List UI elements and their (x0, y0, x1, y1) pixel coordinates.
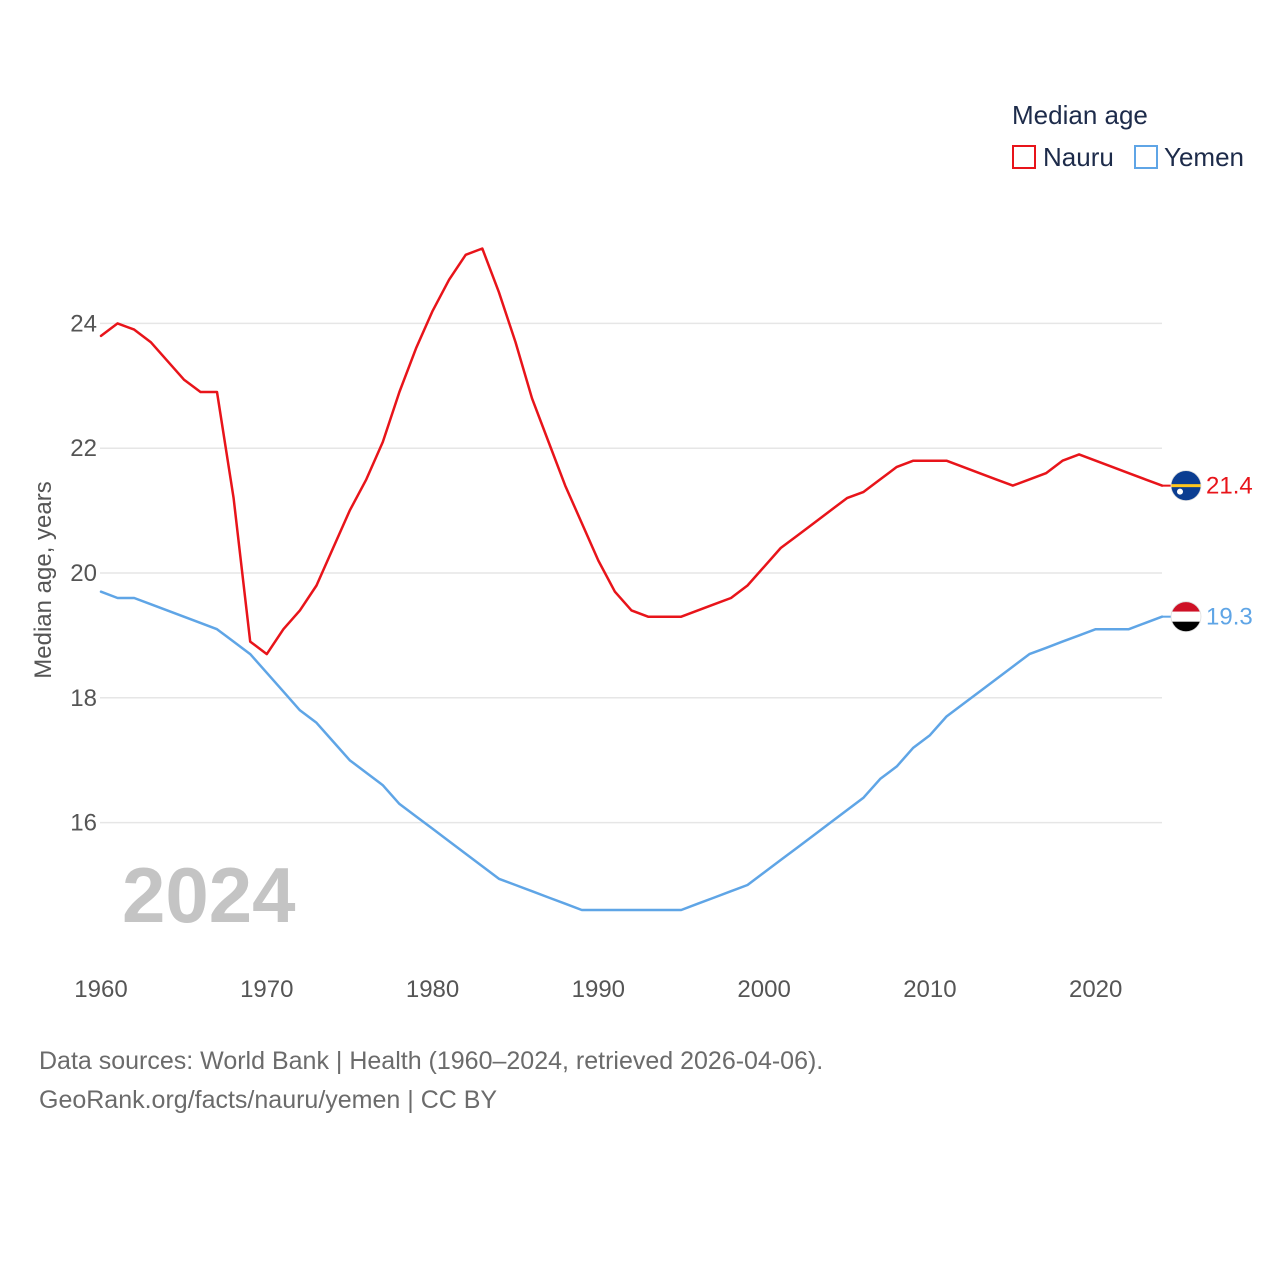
legend-swatch-yemen (1134, 145, 1158, 169)
flag-ring (1170, 601, 1202, 633)
end-value-label-yemen: 19.3 (1206, 604, 1253, 631)
legend-title: Median age (1012, 100, 1148, 130)
legend: Median age Nauru Yemen (1012, 100, 1244, 172)
x-tick-label: 1970 (240, 976, 293, 1003)
flag-band-black (1171, 621, 1201, 632)
source-note: Data sources: World Bank | Health (1960–… (39, 1047, 823, 1075)
flag-band-white (1171, 611, 1201, 622)
flag-star (1177, 488, 1183, 495)
end-value-label-nauru: 21.4 (1206, 473, 1253, 500)
flag-ring (1170, 470, 1202, 502)
y-tick-label: 22 (70, 435, 97, 462)
nauru-flag-icon (1170, 470, 1202, 502)
year-watermark: 2024 (122, 851, 296, 939)
x-tick-label: 1960 (74, 976, 127, 1003)
legend-label-nauru: Nauru (1043, 142, 1114, 172)
x-tick-label: 2020 (1069, 976, 1122, 1003)
x-tick-label: 2010 (903, 976, 956, 1003)
flag-stripe (1171, 484, 1201, 488)
y-tick-label: 20 (70, 560, 97, 587)
x-tick-label: 2000 (737, 976, 790, 1003)
y-tick-label: 18 (70, 685, 97, 712)
gridlines (100, 322, 1162, 824)
x-axis-ticks: 1960 1970 1980 1990 2000 2010 2020 (74, 976, 1122, 1003)
source-url[interactable]: GeoRank.org/facts/nauru/yemen | CC BY (39, 1086, 497, 1114)
flag-body (1171, 470, 1201, 501)
series-line-nauru (99, 247, 1164, 656)
flag-band-red (1171, 601, 1201, 612)
x-tick-label: 1990 (572, 976, 625, 1003)
legend-label-yemen: Yemen (1164, 142, 1244, 172)
x-tick-label: 1980 (406, 976, 459, 1003)
series-lines (99, 247, 1164, 912)
y-axis-ticks: 16 18 20 22 24 (70, 310, 97, 836)
series-end-markers: 21.4 19.3 (1162, 470, 1253, 633)
y-tick-label: 24 (70, 310, 97, 337)
yemen-flag-icon (1170, 601, 1202, 633)
legend-item-yemen[interactable]: Yemen (1134, 142, 1244, 172)
series-line-yemen (99, 590, 1164, 912)
legend-swatch-nauru (1012, 145, 1036, 169)
y-tick-label: 16 (70, 810, 97, 837)
flag-body (1171, 601, 1201, 632)
y-axis-label: Median age, years (30, 481, 57, 678)
legend-item-nauru[interactable]: Nauru (1012, 142, 1114, 172)
